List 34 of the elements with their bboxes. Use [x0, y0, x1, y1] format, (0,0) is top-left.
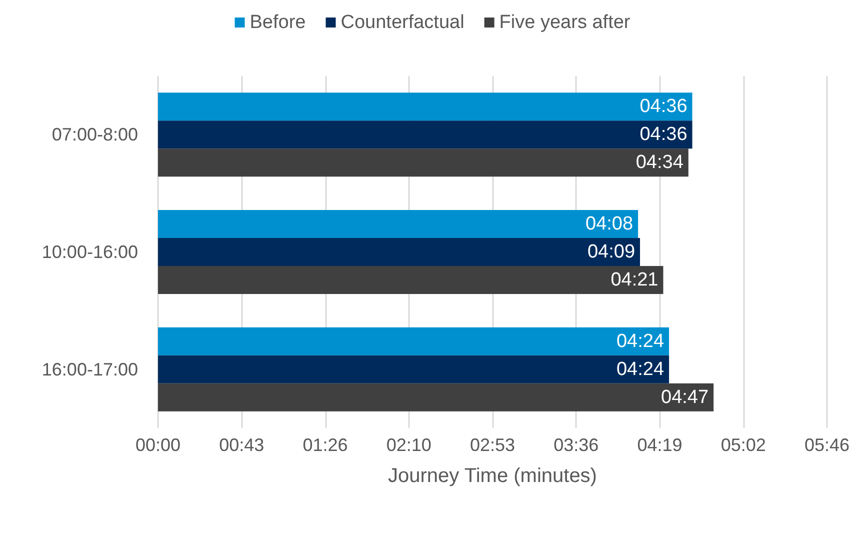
- x-tick-label: 00:43: [219, 435, 264, 455]
- data-label: 04:36: [640, 96, 688, 118]
- bar: [158, 383, 714, 412]
- bar: [158, 120, 692, 149]
- data-label: 04:24: [616, 358, 664, 380]
- bar: [158, 266, 664, 294]
- bar: [158, 327, 670, 356]
- bar: [158, 355, 670, 384]
- legend-label: Counterfactual: [340, 12, 464, 33]
- x-axis-title: Journey Time (minutes): [388, 465, 597, 487]
- data-label: 04:36: [640, 124, 688, 146]
- x-tick-label: 05:02: [720, 435, 766, 455]
- x-tick-label: 01:26: [302, 435, 348, 455]
- data-label: 04:47: [661, 386, 709, 408]
- y-tick-label: 10:00-16:00: [42, 242, 138, 262]
- x-tick-label: 05:46: [804, 435, 850, 455]
- y-tick-label: 07:00-8:00: [52, 124, 138, 145]
- x-tick-label: 00:00: [135, 435, 181, 455]
- x-tick-label: 02:10: [386, 435, 432, 455]
- x-tick-label: 04:19: [637, 435, 682, 455]
- bar: [158, 92, 692, 121]
- legend-label: Five years after: [499, 12, 631, 33]
- bar: [158, 148, 688, 177]
- data-label: 04:34: [636, 152, 684, 174]
- data-label: 04:08: [586, 214, 634, 234]
- data-label: 04:24: [616, 330, 664, 352]
- y-tick-label: 16:00-17:00: [42, 359, 138, 380]
- data-label: 04:21: [610, 270, 658, 290]
- bar: [158, 238, 640, 266]
- legend-label: Before: [250, 12, 306, 33]
- x-tick-label: 03:36: [554, 435, 599, 455]
- x-tick-label: 02:53: [470, 435, 516, 455]
- bar: [158, 210, 638, 238]
- data-label: 04:09: [587, 242, 636, 262]
